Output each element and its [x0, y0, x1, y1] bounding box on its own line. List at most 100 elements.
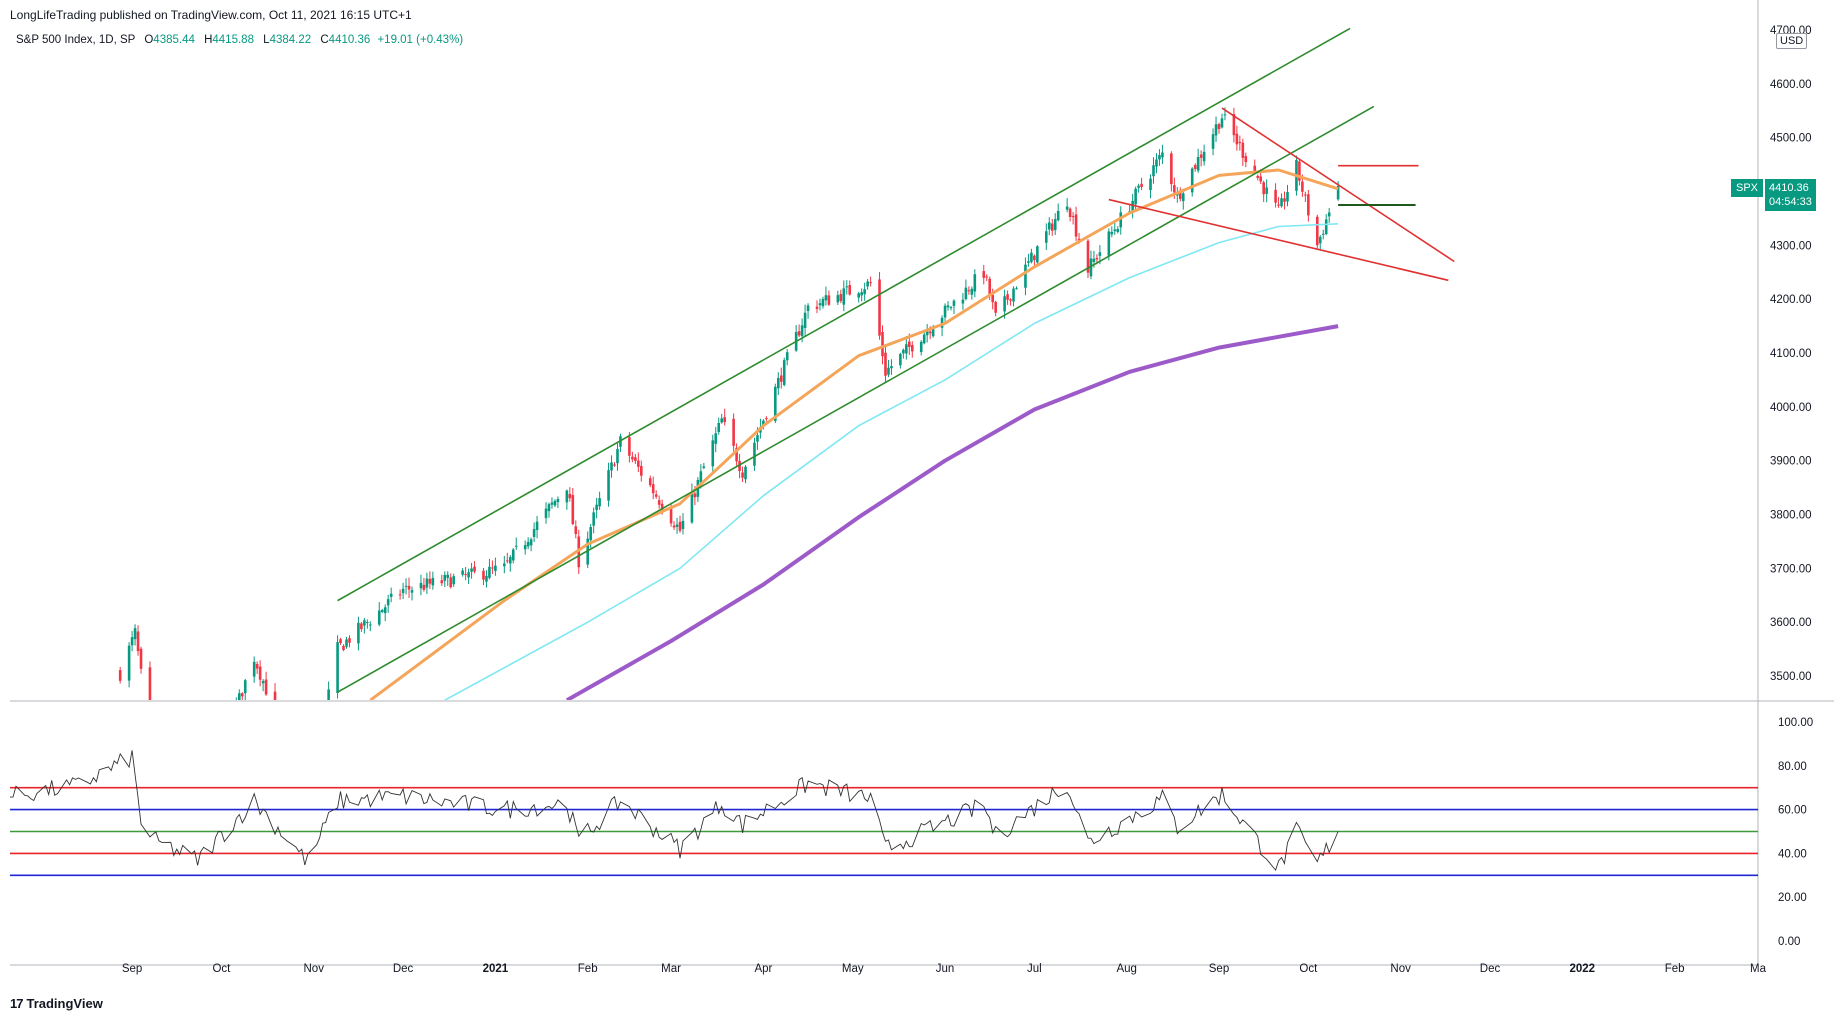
ohlc-legend: S&P 500 Index, 1D, SP O4385.44 H4415.88 … [16, 34, 463, 46]
candle-body [398, 594, 402, 596]
candle-body [878, 279, 881, 336]
candle-body [943, 305, 947, 318]
candle-body [443, 574, 447, 581]
candle-body [377, 610, 381, 625]
candle-body [556, 499, 560, 503]
legend-change: +19.01 (+0.43%) [377, 34, 464, 46]
legend-open-label: O [144, 34, 154, 46]
candle-body [571, 495, 575, 525]
last-price-tag: 4410.36 04:54:33 [1765, 179, 1816, 211]
candle-body [1071, 216, 1075, 218]
candle-body [1161, 152, 1164, 158]
candle-body [506, 560, 509, 562]
date-tick-label: Sep [122, 963, 142, 975]
candle-body [902, 349, 905, 354]
candle-body [550, 502, 554, 505]
candle-body [1304, 194, 1307, 196]
date-tick-label: Feb [578, 963, 598, 975]
candle-body [782, 360, 786, 385]
candle-body [1024, 264, 1027, 288]
candle-body [985, 276, 989, 278]
candle-body [735, 447, 738, 462]
candle-body [1152, 165, 1155, 177]
candle-body [741, 472, 744, 478]
candle-body [172, 780, 175, 785]
candle-body [280, 717, 283, 722]
candle-body [776, 377, 780, 389]
date-tick-label: Ma [1750, 963, 1767, 975]
candle-body [1223, 114, 1227, 116]
candle-body [765, 418, 768, 420]
legend-symbol[interactable]: S&P 500 Index, 1D, SP [16, 34, 136, 46]
candle-body [223, 737, 226, 745]
rsi-tick-label: 40.00 [1778, 848, 1807, 860]
candle-body [940, 317, 944, 328]
candle-body [910, 345, 914, 352]
candle-body [386, 599, 390, 606]
candle-body [589, 527, 592, 541]
price-tick-label: 3500.00 [1770, 671, 1812, 683]
candle-body [1036, 246, 1039, 263]
candle-body [220, 743, 223, 755]
candle-body [905, 344, 908, 354]
candle-body [535, 521, 539, 530]
candle-body [178, 789, 181, 795]
candle-body [681, 520, 685, 529]
candle-body [928, 331, 932, 334]
candle-body [815, 306, 819, 309]
candle-body [711, 440, 715, 467]
candle-body [1301, 181, 1304, 192]
price-tick-label: 3700.00 [1770, 563, 1812, 575]
candle-body [425, 578, 429, 588]
candle-body [446, 574, 450, 578]
candle-body [273, 691, 277, 700]
candle-body [836, 295, 840, 303]
candle-body [1074, 214, 1078, 237]
candle-body [723, 417, 726, 423]
candle-body [252, 661, 256, 677]
candle-body [255, 663, 259, 669]
candle-body [1009, 299, 1012, 301]
candle-body [1119, 212, 1123, 228]
candle-body [1244, 156, 1248, 163]
candle-body [508, 557, 512, 564]
price-tick-label: 4300.00 [1770, 240, 1812, 252]
candle-body [669, 507, 673, 524]
candle-body [881, 331, 884, 357]
candle-body [574, 526, 578, 534]
candle-body [637, 460, 640, 467]
candle-body [1274, 189, 1277, 203]
candle-body [657, 500, 661, 505]
candle-body [170, 767, 173, 781]
candle-body [1003, 296, 1006, 312]
date-tick-label: 2021 [483, 963, 509, 975]
candle-body [1068, 208, 1072, 217]
candle-body [118, 670, 122, 681]
candle-body [1298, 161, 1301, 181]
candle-body [842, 288, 846, 305]
candle-body [452, 576, 456, 585]
tradingview-logo[interactable]: 17 TradingView [10, 996, 103, 1011]
trendline-channel-lower [337, 105, 1375, 693]
candle-body [1092, 258, 1096, 263]
candle-body [693, 493, 697, 498]
candle-body [127, 645, 131, 681]
price-tick-label: 4000.00 [1770, 402, 1812, 414]
candle-body [158, 760, 161, 768]
candle-body [181, 795, 184, 800]
candle-body [1053, 219, 1057, 231]
candle-body [1173, 185, 1176, 193]
candle-body [732, 418, 735, 446]
candle-body [1006, 294, 1009, 300]
currency-label[interactable]: USD [1776, 33, 1808, 49]
candle-body [762, 420, 765, 427]
candle-body [553, 500, 557, 506]
candle-body [568, 493, 572, 499]
candle-body [827, 295, 831, 305]
candle-body [407, 585, 411, 590]
candle-body [866, 281, 869, 287]
moving-average-cyan [444, 223, 1339, 700]
candle-body [298, 770, 301, 774]
candle-body [1315, 216, 1319, 246]
